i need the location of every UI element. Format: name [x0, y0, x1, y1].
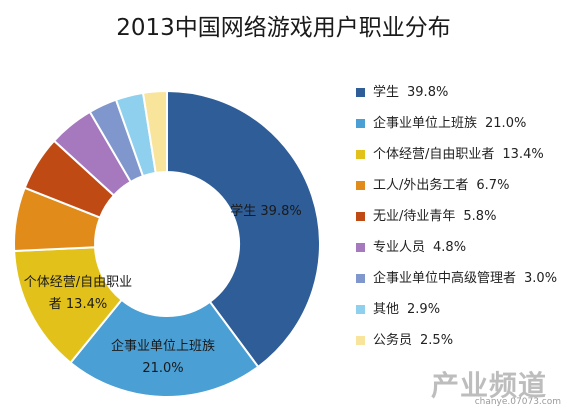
- watermark-logo-text: 产业频道: [431, 369, 548, 402]
- legend-series-name: 学生: [373, 85, 400, 100]
- legend-label: 个体经营/自由职业者 13.4%: [373, 147, 544, 162]
- legend-series-value: 5.8%: [463, 209, 497, 224]
- legend-series-value: 21.0%: [485, 116, 527, 131]
- legend-series-name: 公务员: [373, 333, 413, 348]
- legend-series-value: 3.0%: [524, 271, 558, 286]
- legend-series-name: 专业人员: [373, 240, 426, 255]
- legend-item: 工人/外出务工者 6.7%: [356, 178, 567, 193]
- legend-swatch: [356, 336, 365, 345]
- legend-label: 公务员 2.5%: [373, 333, 453, 348]
- donut-slice-2: [69, 298, 260, 398]
- legend-series-name: 企事业单位中高级管理者: [373, 271, 517, 286]
- donut-data-label-line: 21.0%: [142, 361, 183, 376]
- legend-item: 其他 2.9%: [356, 302, 567, 317]
- legend-swatch: [356, 212, 365, 221]
- donut-slices: [13, 89, 321, 398]
- donut-data-label-2: 企事业单位上班族 21.0%: [111, 338, 215, 376]
- donut-data-label-line: 企事业单位上班族: [111, 338, 215, 354]
- chart-title: 2013中国网络游戏用户职业分布: [116, 15, 451, 41]
- legend-label: 其他 2.9%: [373, 302, 440, 317]
- legend-series-value: 2.9%: [407, 302, 441, 317]
- legend-item: 企事业单位上班族 21.0%: [356, 116, 567, 131]
- legend-item: 无业/待业青年 5.8%: [356, 209, 567, 224]
- legend-item: 专业人员 4.8%: [356, 240, 567, 255]
- donut-slice-1: [166, 89, 321, 369]
- legend-series-value: 2.5%: [420, 333, 454, 348]
- legend-label: 无业/待业青年 5.8%: [373, 209, 496, 224]
- legend: 学生 39.8% 企事业单位上班族 21.0% 个体经营/自由职业者 13.4% 工人/外出…: [356, 85, 567, 364]
- donut-data-label-line: 学生 39.8%: [230, 203, 301, 219]
- legend-item: 企事业单位中高级管理者 3.0%: [356, 271, 567, 286]
- legend-series-name: 其他: [373, 302, 400, 317]
- legend-swatch: [356, 181, 365, 190]
- donut-slice-9: [141, 89, 168, 175]
- legend-series-value: 39.8%: [407, 85, 449, 100]
- watermark: 产业频道 chanye.07073.com: [413, 366, 563, 407]
- legend-label: 企事业单位上班族 21.0%: [373, 116, 526, 131]
- watermark-url: chanye.07073.com: [474, 397, 561, 407]
- donut-data-labels: 学生 39.8% 企事业单位上班族 21.0% 个体经营/自由职业者 13.4%: [24, 203, 302, 376]
- legend-item: 学生 39.8%: [356, 85, 567, 100]
- legend-swatch: [356, 88, 365, 97]
- legend-series-value: 4.8%: [433, 240, 467, 255]
- legend-label: 工人/外出务工者 6.7%: [373, 178, 509, 193]
- legend-series-name: 个体经营/自由职业者: [373, 147, 495, 162]
- legend-label: 专业人员 4.8%: [373, 240, 466, 255]
- donut-data-label-line: 个体经营/自由职业: [24, 275, 132, 290]
- legend-swatch: [356, 119, 365, 128]
- legend-swatch: [356, 305, 365, 314]
- legend-series-value: 13.4%: [502, 147, 544, 162]
- legend-series-name: 企事业单位上班族: [373, 116, 478, 131]
- donut-data-label-line: 者 13.4%: [49, 297, 107, 312]
- donut-data-label-1: 学生 39.8%: [230, 203, 301, 219]
- donut-data-label-3: 个体经营/自由职业者 13.4%: [24, 275, 132, 312]
- legend-swatch: [356, 150, 365, 159]
- legend-label: 学生 39.8%: [373, 85, 448, 100]
- legend-series-name: 工人/外出务工者: [373, 178, 469, 193]
- legend-item: 公务员 2.5%: [356, 333, 567, 348]
- legend-item: 个体经营/自由职业者 13.4%: [356, 147, 567, 162]
- legend-swatch: [356, 274, 365, 283]
- legend-series-name: 无业/待业青年: [373, 209, 456, 224]
- legend-series-value: 6.7%: [476, 178, 510, 193]
- legend-label: 企事业单位中高级管理者 3.0%: [373, 271, 557, 286]
- legend-swatch: [356, 243, 365, 252]
